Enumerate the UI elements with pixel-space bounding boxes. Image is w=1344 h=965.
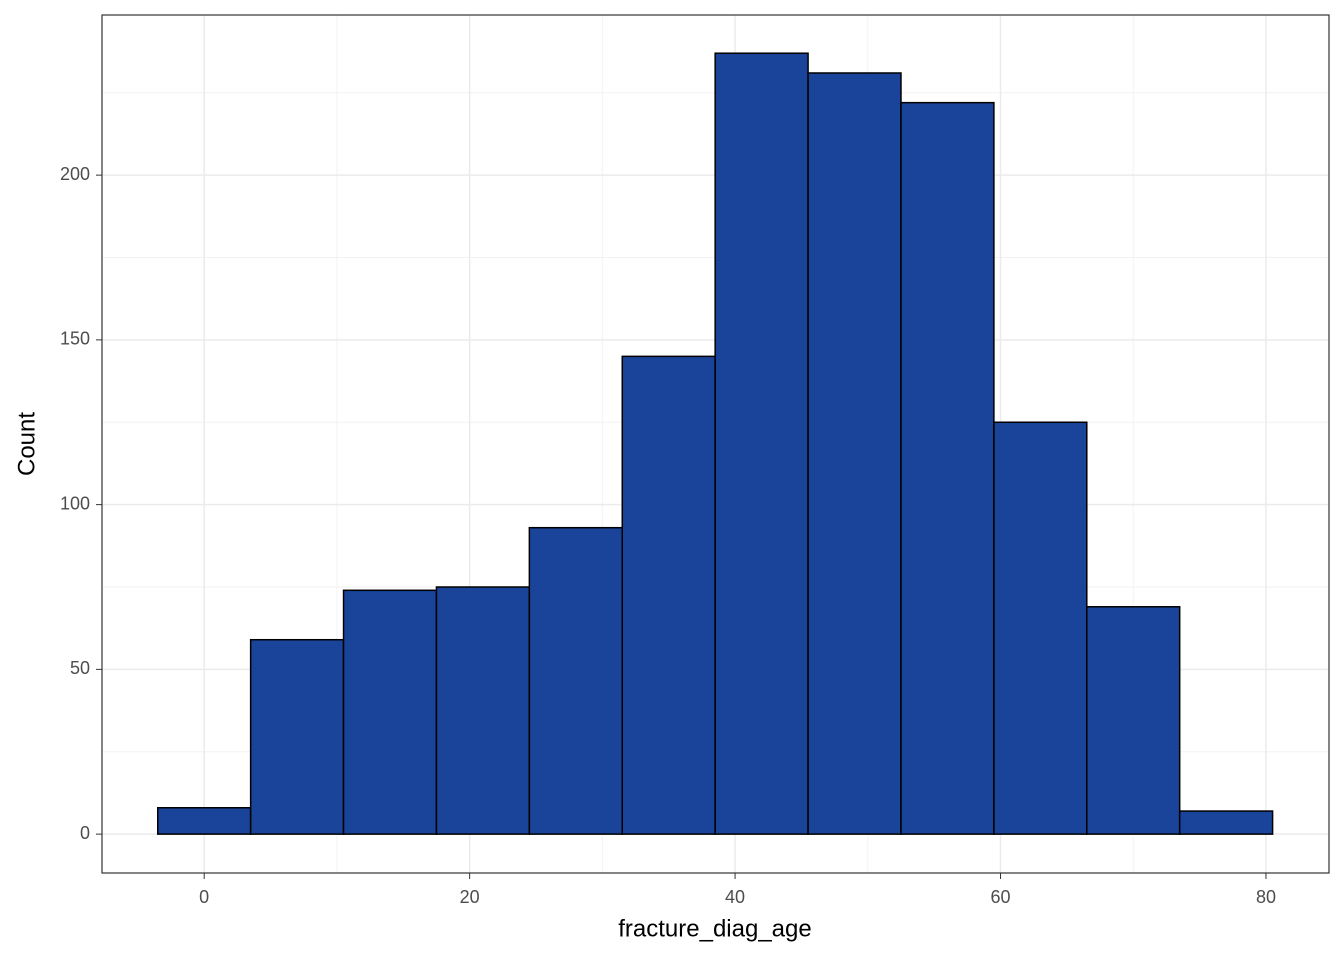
bar bbox=[714, 52, 809, 835]
plot-border bbox=[101, 14, 1330, 874]
bar bbox=[342, 589, 438, 835]
bar bbox=[435, 586, 531, 835]
bar bbox=[993, 421, 1088, 835]
x-tick-label: 0 bbox=[199, 887, 209, 907]
x-tick-label: 20 bbox=[460, 887, 480, 907]
y-tick-label: 200 bbox=[60, 164, 90, 184]
y-tick-label: 100 bbox=[60, 493, 90, 513]
bar bbox=[900, 101, 995, 835]
bar bbox=[807, 72, 902, 835]
bar bbox=[621, 355, 716, 835]
x-tick-label: 80 bbox=[1256, 887, 1276, 907]
bar bbox=[1178, 810, 1274, 835]
y-axis-label: Count bbox=[13, 412, 40, 476]
y-tick-label: 50 bbox=[70, 658, 90, 678]
x-tick-label: 40 bbox=[725, 887, 745, 907]
y-tick-label: 0 bbox=[80, 823, 90, 843]
bar bbox=[1086, 606, 1181, 835]
bar bbox=[156, 807, 252, 835]
x-axis-label: fracture_diag_age bbox=[618, 915, 811, 942]
y-tick-label: 150 bbox=[60, 329, 90, 349]
bar bbox=[249, 638, 345, 835]
bar bbox=[528, 526, 624, 835]
x-tick-label: 60 bbox=[991, 887, 1011, 907]
